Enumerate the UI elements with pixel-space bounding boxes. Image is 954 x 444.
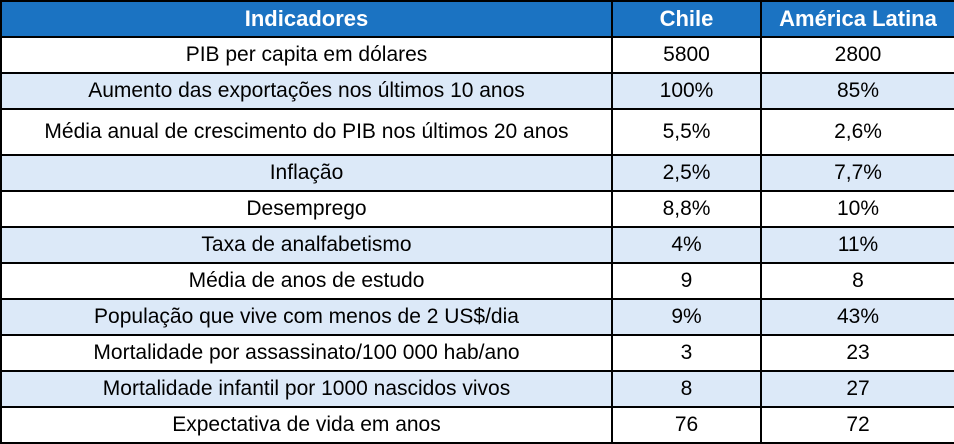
indicator-cell: Aumento das exportações nos últimos 10 a…	[0, 72, 613, 110]
chile-cell: 76	[611, 406, 762, 444]
table-row: Média anual de crescimento do PIB nos úl…	[0, 108, 954, 156]
chile-cell: 5800	[611, 36, 762, 74]
america-latina-cell: 10%	[760, 190, 954, 228]
table-row: Aumento das exportações nos últimos 10 a…	[0, 72, 954, 110]
indicator-cell: Média de anos de estudo	[0, 262, 613, 300]
america-latina-cell: 8	[760, 262, 954, 300]
table-row: Taxa de analfabetismo 4% 11%	[0, 226, 954, 264]
chile-cell: 8,8%	[611, 190, 762, 228]
header-row: Indicadores Chile América Latina	[0, 0, 954, 38]
chile-cell: 3	[611, 334, 762, 372]
america-latina-cell: 72	[760, 406, 954, 444]
chile-cell: 4%	[611, 226, 762, 264]
chile-cell: 8	[611, 370, 762, 408]
america-latina-cell: 7,7%	[760, 154, 954, 192]
america-latina-cell: 2800	[760, 36, 954, 74]
header-america-latina: América Latina	[760, 0, 954, 38]
table-row: Média de anos de estudo 9 8	[0, 262, 954, 300]
america-latina-cell: 11%	[760, 226, 954, 264]
indicator-cell: PIB per capita em dólares	[0, 36, 613, 74]
america-latina-cell: 27	[760, 370, 954, 408]
table-row: PIB per capita em dólares 5800 2800	[0, 36, 954, 74]
indicator-cell: Mortalidade infantil por 1000 nascidos v…	[0, 370, 613, 408]
chile-cell: 100%	[611, 72, 762, 110]
chile-cell: 9	[611, 262, 762, 300]
chile-cell: 2,5%	[611, 154, 762, 192]
indicator-cell: Inflação	[0, 154, 613, 192]
indicator-cell: Desemprego	[0, 190, 613, 228]
indicator-cell: Média anual de crescimento do PIB nos úl…	[0, 108, 613, 156]
america-latina-cell: 85%	[760, 72, 954, 110]
indicator-cell: População que vive com menos de 2 US$/di…	[0, 298, 613, 336]
table-row: Mortalidade infantil por 1000 nascidos v…	[0, 370, 954, 408]
indicator-cell: Taxa de analfabetismo	[0, 226, 613, 264]
header-indicadores: Indicadores	[0, 0, 613, 38]
indicator-cell: Expectativa de vida em anos	[0, 406, 613, 444]
america-latina-cell: 23	[760, 334, 954, 372]
indicator-cell: Mortalidade por assassinato/100 000 hab/…	[0, 334, 613, 372]
table-row: Inflação 2,5% 7,7%	[0, 154, 954, 192]
chile-cell: 5,5%	[611, 108, 762, 156]
chile-cell: 9%	[611, 298, 762, 336]
table-row: Expectativa de vida em anos 76 72	[0, 406, 954, 444]
america-latina-cell: 2,6%	[760, 108, 954, 156]
table-row: Desemprego 8,8% 10%	[0, 190, 954, 228]
table-row: População que vive com menos de 2 US$/di…	[0, 298, 954, 336]
header-chile: Chile	[611, 0, 762, 38]
table-row: Mortalidade por assassinato/100 000 hab/…	[0, 334, 954, 372]
america-latina-cell: 43%	[760, 298, 954, 336]
